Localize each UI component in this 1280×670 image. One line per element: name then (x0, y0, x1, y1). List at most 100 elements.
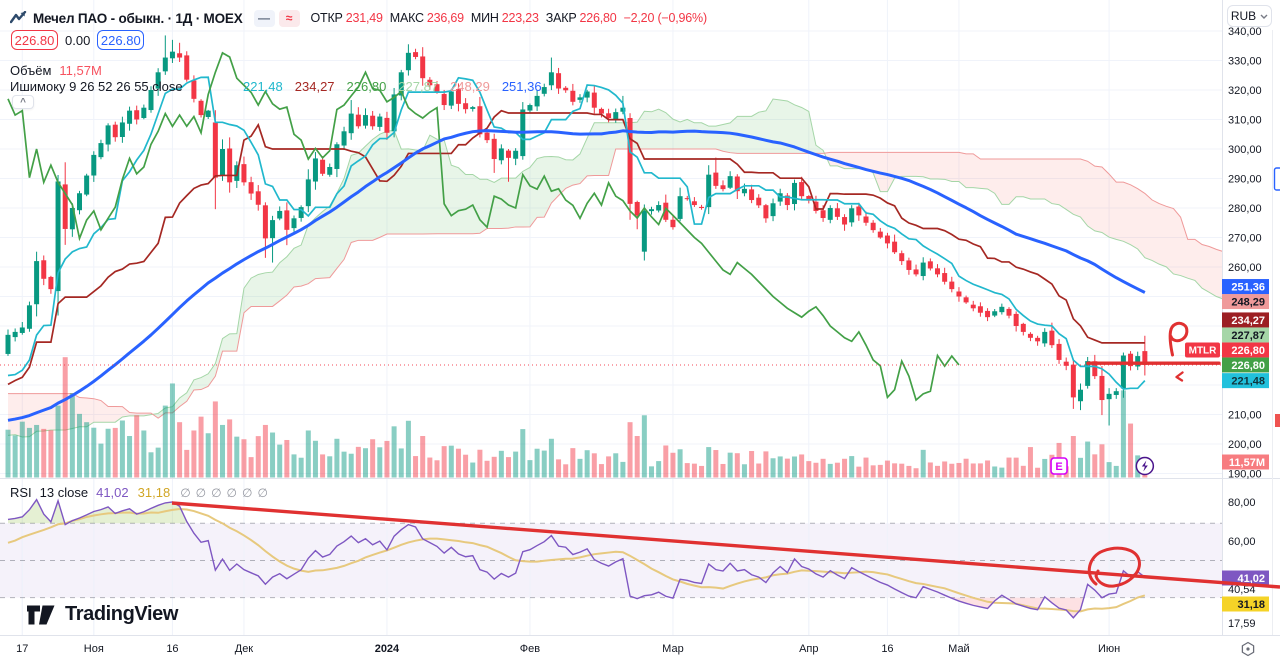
price-label (1222, 312, 1269, 328)
spread-value: 0.00 (65, 32, 91, 48)
time-axis-label: Май (948, 643, 970, 655)
svg-text:226,80: 226,80 (1231, 360, 1265, 372)
drawn-check-mark (1175, 371, 1184, 382)
svg-text:41,02: 41,02 (1237, 573, 1265, 585)
close-value: 226,80 (579, 11, 617, 25)
symbol-title[interactable]: Мечел ПАО - обыкн. · 1Д · MOEX (33, 10, 243, 26)
svg-text:320,00: 320,00 (1228, 85, 1262, 97)
svg-text:330,00: 330,00 (1228, 56, 1262, 68)
earnings-marker[interactable]: E (1050, 457, 1068, 475)
edge-red-fragment (1275, 414, 1280, 427)
rsi-empty-values: ∅ ∅ ∅ ∅ ∅ ∅ (180, 486, 268, 500)
ma55-line (7, 129, 1146, 422)
settings-gear-icon[interactable] (1240, 641, 1256, 657)
svg-text:190,00: 190,00 (1228, 469, 1262, 481)
price-label (1222, 357, 1269, 373)
rsi-line (7, 498, 1146, 619)
time-axis-label: 17 (16, 643, 29, 655)
symbol-logo-icon (10, 10, 27, 23)
currency-value: RUB (1230, 9, 1257, 23)
collapse-legend-button[interactable]: ^ (12, 95, 34, 109)
lightning-marker[interactable] (1135, 456, 1155, 476)
rsi-label[interactable]: RSI (10, 485, 32, 500)
svg-text:340,00: 340,00 (1228, 26, 1262, 38)
senkou-b-line (8, 148, 1222, 419)
ichimoku-value: 251,36 (501, 79, 542, 94)
svg-text:MTLR: MTLR (1189, 345, 1218, 356)
high-value: 236,69 (426, 11, 464, 25)
svg-text:251,36: 251,36 (1231, 282, 1265, 294)
svg-text:80,00: 80,00 (1228, 497, 1256, 509)
svg-text:270,00: 270,00 (1228, 233, 1262, 245)
svg-text:40,54: 40,54 (1228, 584, 1256, 596)
ohlc-row: ОТКР 231,49 МАКС 236,69 МИН 223,23 ЗАКР 226,… (310, 11, 708, 25)
ichimoku-cloud (8, 393, 153, 437)
hide-interval-button[interactable]: — (253, 9, 275, 27)
time-axis-label: Ноя (83, 643, 104, 655)
time-axis-label: Мар (662, 643, 684, 655)
volume-legend: Объём 11,57M (10, 63, 102, 78)
volume-label[interactable]: Объём (10, 63, 52, 78)
buy-button[interactable]: 226.80 (97, 30, 145, 50)
rsi-empty-value: ∅ (242, 485, 253, 500)
price-axis-ticks[interactable]: 340,00 330,00 320,00 310,00 300,00 290,00 280,… (1228, 26, 1262, 630)
tradingview-logo[interactable]: TradingView (26, 603, 178, 626)
rsi-empty-value: ∅ (180, 485, 191, 500)
svg-text:11,57M: 11,57M (1229, 457, 1265, 469)
ichimoku-value: 226,80 (346, 79, 387, 94)
svg-text:60,00: 60,00 (1228, 536, 1256, 548)
svg-text:210,00: 210,00 (1228, 410, 1262, 422)
ichimoku-value: 234,27 (294, 79, 335, 94)
open-label: ОТКР (310, 11, 343, 25)
time-axis-label: Июн (1097, 643, 1121, 655)
svg-text:E: E (1055, 461, 1062, 473)
time-axis-label: Дек (234, 643, 254, 655)
rsi-value: 41,02 (96, 485, 129, 500)
svg-text:234,27: 234,27 (1231, 315, 1265, 327)
rsi-legend: RSI 13 close 41,02 31,18 ∅ ∅ ∅ ∅ ∅ ∅ (10, 485, 268, 500)
currency-selector[interactable]: RUB (1227, 5, 1272, 27)
high-label: МАКС (389, 11, 424, 25)
rsi-empty-value: ∅ (211, 485, 222, 500)
price-axis-labels: 221,48 226,80 226,80 MTLR 227,87 234,27 248,29… (1185, 279, 1269, 612)
volume-bars (5, 357, 1148, 478)
rsi-params: 13 close (39, 485, 89, 500)
ichimoku-value: 221,48 (243, 79, 283, 94)
rsi-empty-value: ∅ (226, 485, 237, 500)
price-label (1222, 327, 1269, 343)
svg-text:300,00: 300,00 (1228, 144, 1262, 156)
time-axis-label: 16 (166, 643, 179, 655)
low-label: МИН (470, 11, 499, 25)
main-pane[interactable] (0, 30, 1280, 478)
svg-text:227,87: 227,87 (1231, 330, 1265, 342)
svg-text:226,80: 226,80 (1231, 345, 1265, 357)
approx-button[interactable]: ≈ (278, 9, 300, 27)
svg-text:221,48: 221,48 (1231, 376, 1265, 388)
time-axis-label: Апр (799, 643, 819, 655)
tenkan-line (7, 76, 1146, 390)
svg-text:280,00: 280,00 (1228, 203, 1262, 215)
rsi-values: 41,02 31,18 (96, 485, 170, 500)
sell-button[interactable]: 226.80 (11, 30, 58, 50)
senkou-a-line (7, 98, 1222, 438)
ichimoku-label[interactable]: Ишимоку 9 26 52 26 55 close (10, 79, 183, 94)
time-axis[interactable]: 17 Ноя 16 Дек 2024 Фев Мар Апр 16 Май Июн (0, 636, 1280, 670)
ichimoku-legend: Ишимоку 9 26 52 26 55 close 221,48 234,27… (10, 79, 542, 94)
price-label (1222, 373, 1269, 389)
low-value: 223,23 (501, 11, 539, 25)
volume-value: 11,57M (59, 63, 102, 78)
drawn-p-mark (1168, 321, 1189, 357)
price-label (1222, 342, 1269, 358)
price-label (1222, 294, 1269, 310)
rsi-empty-value: ∅ (195, 485, 207, 500)
time-axis-label: 16 (881, 643, 894, 655)
user-drawings[interactable] (171, 321, 1280, 589)
svg-text:248,29: 248,29 (1231, 297, 1265, 309)
open-value: 231,49 (345, 11, 383, 25)
chevron-down-icon (1260, 14, 1268, 19)
ticker-tag (1185, 342, 1220, 358)
svg-text:17,59: 17,59 (1228, 618, 1256, 630)
ichimoku-value: 227,87 (398, 79, 439, 94)
